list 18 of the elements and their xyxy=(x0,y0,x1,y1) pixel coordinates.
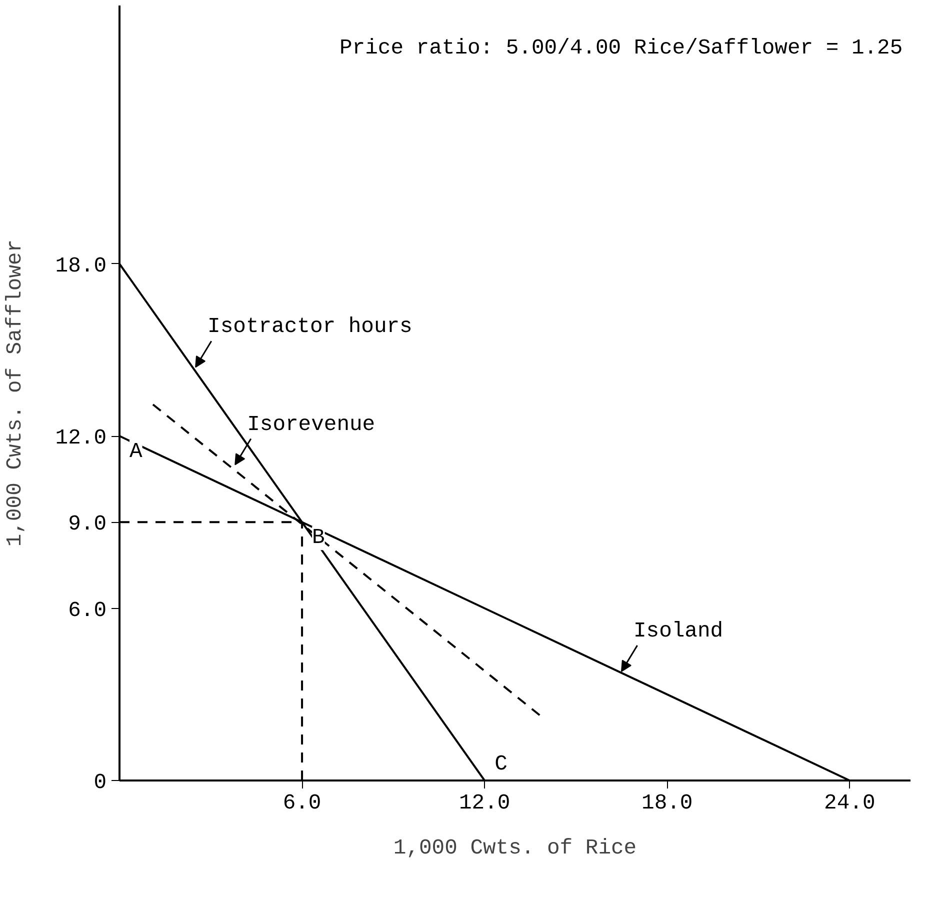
x-tick-label: 18.0 xyxy=(642,792,693,816)
y-tick-label: 12.0 xyxy=(55,426,107,451)
annotation: Isoland xyxy=(633,619,724,644)
x-tick-label: 24.0 xyxy=(824,792,876,816)
annotation: Isotractor hours xyxy=(208,315,412,340)
y-axis-title: 1,000 Cwts. of Safflower xyxy=(3,239,28,547)
annotation: B xyxy=(312,526,325,550)
y-tick-label: 9.0 xyxy=(68,512,107,537)
annotation: Price ratio: 5.00/4.00 Rice/Safflower = 1.25 xyxy=(340,36,903,60)
x-tick-label: 12.0 xyxy=(458,792,510,816)
annotation: Isorevenue xyxy=(247,412,376,437)
x-axis-title: 1,000 Cwts. of Rice xyxy=(393,836,637,860)
y-tick-label: 18.0 xyxy=(55,254,107,278)
annotation: C xyxy=(494,752,508,776)
y-tick-label: 0 xyxy=(94,771,107,795)
y-tick-label: 6.0 xyxy=(68,598,107,623)
x-tick-label: 6.0 xyxy=(282,792,322,816)
annotation: A xyxy=(130,440,142,464)
